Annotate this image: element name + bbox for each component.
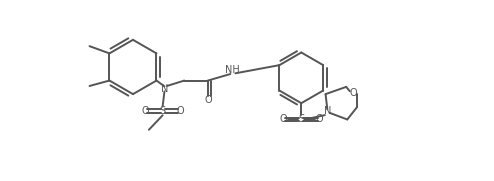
Text: N: N (324, 106, 331, 117)
Text: N: N (161, 83, 168, 94)
Text: O: O (141, 106, 149, 116)
Text: S: S (160, 106, 165, 116)
Text: O: O (350, 88, 357, 98)
Text: O: O (204, 95, 212, 106)
Text: O: O (316, 114, 323, 125)
Text: O: O (280, 114, 287, 125)
Text: NH: NH (225, 65, 240, 75)
Text: S: S (298, 114, 304, 125)
Text: O: O (176, 106, 184, 116)
